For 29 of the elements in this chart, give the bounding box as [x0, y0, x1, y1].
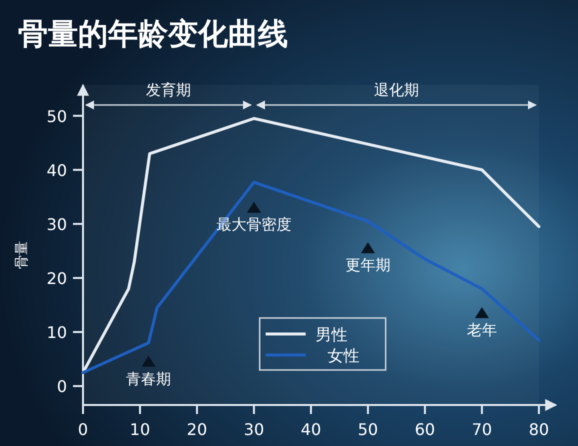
y-tick-label: 20: [46, 268, 67, 288]
y-tick-label: 0: [56, 377, 67, 396]
x-tick-label: 30: [244, 420, 264, 439]
legend-label: 男性: [316, 325, 348, 344]
x-tick-label: 20: [186, 420, 208, 439]
annotation: 老年: [466, 321, 497, 340]
x-tick-label: 10: [130, 420, 150, 439]
annotation: 老年: [466, 307, 497, 340]
annotation: 更年期: [345, 256, 390, 274]
band-label: 退化期: [374, 81, 419, 99]
annotation: 更年期: [345, 242, 390, 274]
annotation: 最大骨密度: [216, 202, 292, 234]
y-axis-title: 骨量: [14, 241, 30, 269]
x-tick-label: 80: [528, 420, 550, 439]
chart-title: 骨量的年龄变化曲线: [18, 17, 288, 52]
band-label: 发育期: [146, 81, 191, 99]
y-tick-label: 40: [46, 160, 67, 180]
x-tick-label: 0: [78, 420, 88, 439]
x-tick-label: 70: [472, 420, 492, 439]
x-tick-label: 60: [414, 420, 436, 439]
annotation: 最大骨密度: [216, 216, 292, 234]
legend-label: 女性: [328, 346, 360, 365]
y-tick-label: 10: [46, 323, 67, 342]
annotation: 青春期: [126, 370, 172, 388]
annotation: 青春期: [126, 356, 172, 388]
x-tick-label: 50: [358, 420, 378, 439]
y-tick-label: 30: [46, 214, 67, 234]
x-tick-label: 40: [300, 420, 322, 439]
y-tick-label: 50: [46, 106, 67, 126]
